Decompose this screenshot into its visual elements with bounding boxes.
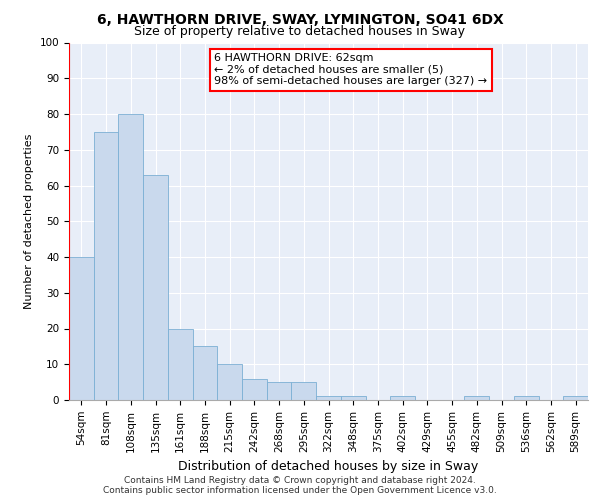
Bar (193, 346, 217, 400)
Text: Size of property relative to detached houses in Sway: Size of property relative to detached ho… (134, 25, 466, 38)
Bar (118, 114, 143, 400)
Bar (94, 132, 118, 400)
Bar (316, 396, 341, 400)
Bar (143, 175, 168, 400)
Bar (292, 382, 316, 400)
Bar (242, 378, 267, 400)
Bar (464, 396, 489, 400)
Bar (267, 382, 292, 400)
Bar (168, 328, 193, 400)
Y-axis label: Number of detached properties: Number of detached properties (24, 134, 34, 309)
Bar (514, 396, 539, 400)
Bar (390, 396, 415, 400)
Bar (69, 257, 94, 400)
X-axis label: Distribution of detached houses by size in Sway: Distribution of detached houses by size … (178, 460, 479, 473)
Bar (341, 396, 365, 400)
Bar (217, 364, 242, 400)
Text: Contains HM Land Registry data © Crown copyright and database right 2024.
Contai: Contains HM Land Registry data © Crown c… (103, 476, 497, 495)
Text: 6 HAWTHORN DRIVE: 62sqm
← 2% of detached houses are smaller (5)
98% of semi-deta: 6 HAWTHORN DRIVE: 62sqm ← 2% of detached… (214, 53, 487, 86)
Bar (563, 396, 588, 400)
Text: 6, HAWTHORN DRIVE, SWAY, LYMINGTON, SO41 6DX: 6, HAWTHORN DRIVE, SWAY, LYMINGTON, SO41… (97, 12, 503, 26)
